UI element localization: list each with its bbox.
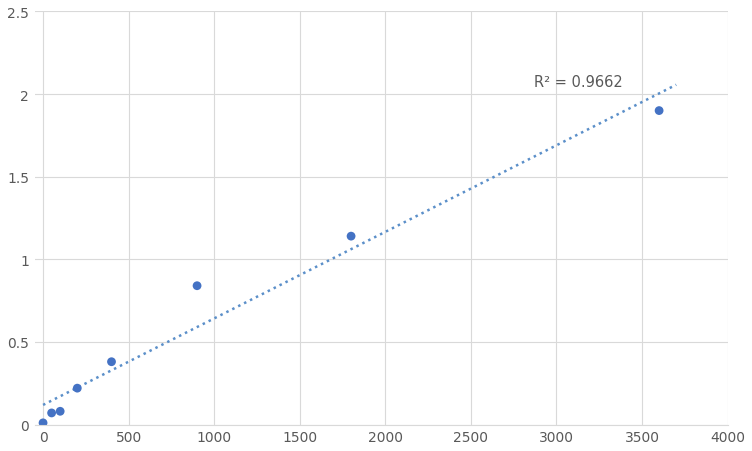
Point xyxy=(653,108,665,115)
Point xyxy=(54,408,66,415)
Point xyxy=(46,410,58,417)
Point xyxy=(345,233,357,240)
Point xyxy=(71,385,83,392)
Point xyxy=(37,419,49,427)
Text: R² = 0.9662: R² = 0.9662 xyxy=(534,75,623,90)
Point xyxy=(105,358,117,365)
Point xyxy=(191,282,203,290)
